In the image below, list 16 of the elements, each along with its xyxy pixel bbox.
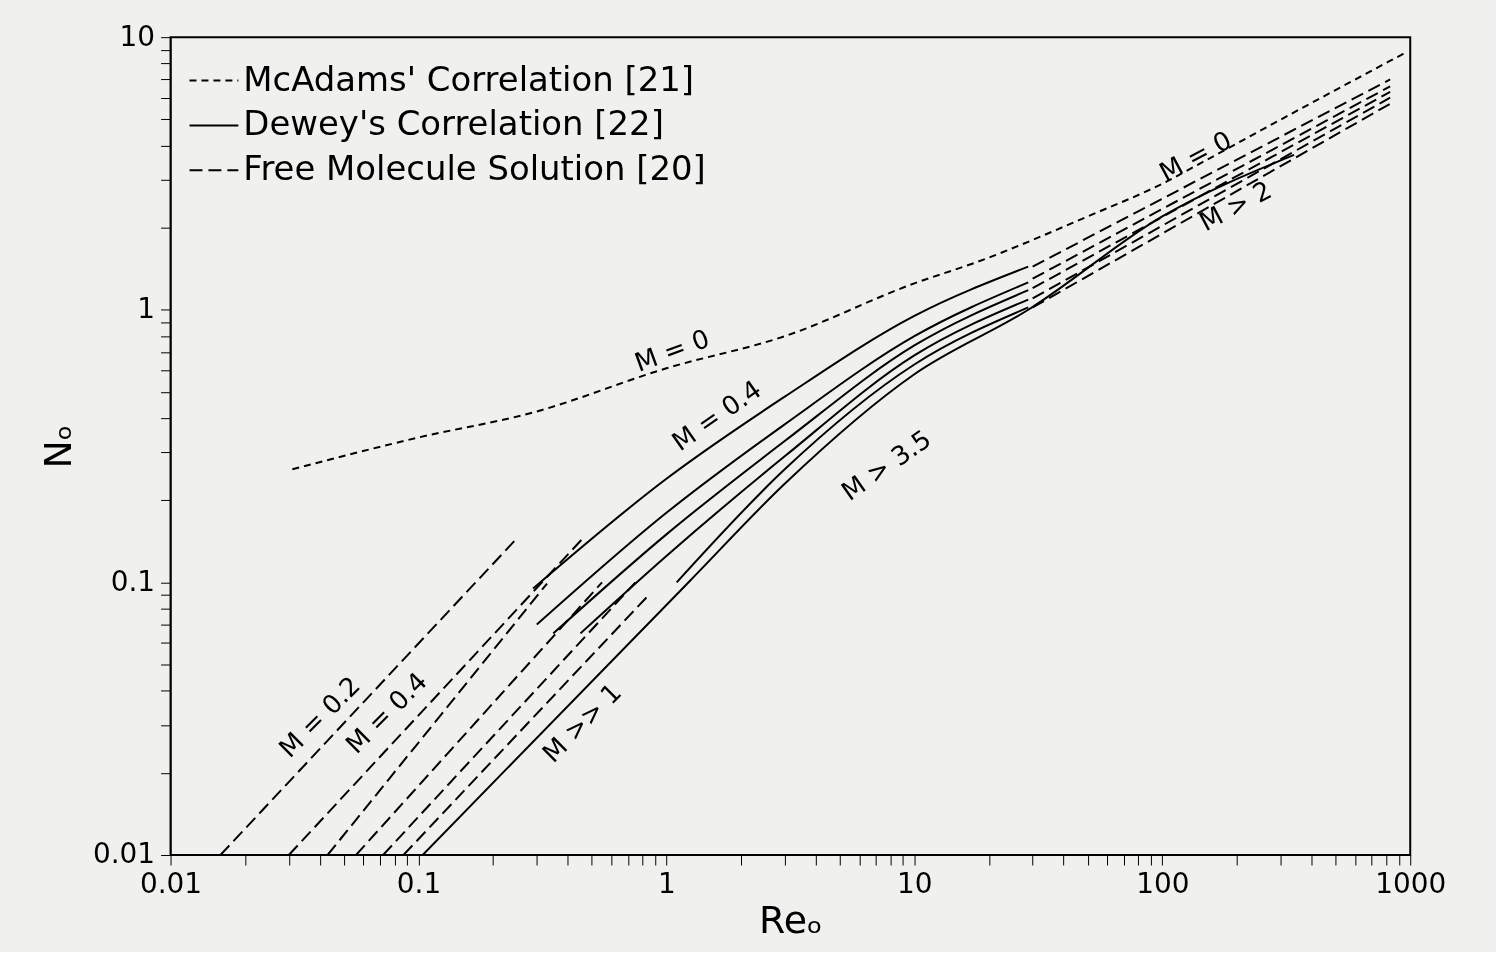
x-tick-label: 1000 (1375, 867, 1447, 901)
y-tick-label: 0.1 (110, 564, 156, 598)
legend-label: Free Molecule Solution [20] (243, 149, 706, 189)
x-tick-label: 10 (897, 867, 933, 901)
annotation: M > 3.5 (835, 423, 937, 507)
y-tick-label: 1 (137, 292, 156, 326)
x-tick-label: 1 (658, 867, 676, 901)
y-axis-title: Nₒ (35, 424, 80, 469)
x-tick-label: 100 (1136, 867, 1190, 901)
y-tick-label: 0.01 (92, 837, 156, 871)
x-tick-label: 0.1 (396, 867, 442, 901)
annotation: M >> 1 (536, 677, 628, 769)
x-axis-title: Reₒ (759, 898, 823, 943)
legend-label: McAdams' Correlation [21] (243, 59, 695, 99)
legend-label: Dewey's Correlation [22] (243, 104, 664, 144)
y-tick-label: 10 (119, 19, 156, 53)
